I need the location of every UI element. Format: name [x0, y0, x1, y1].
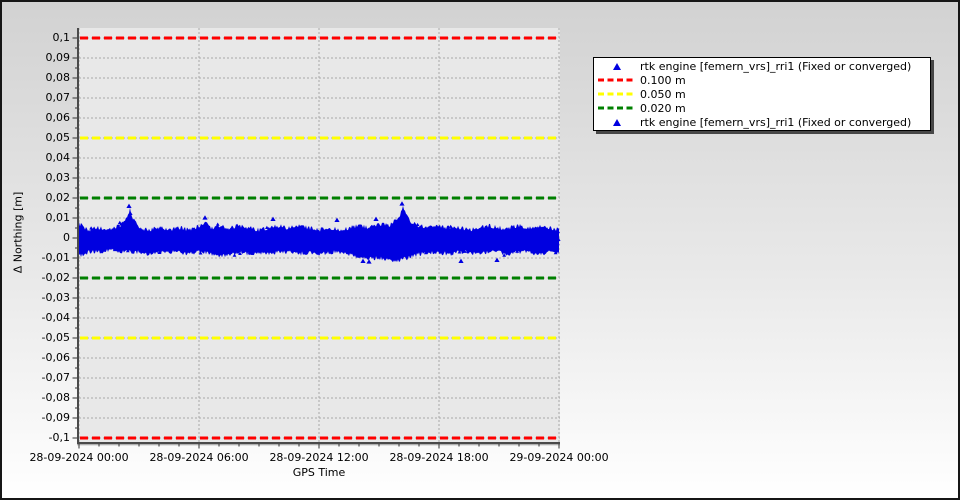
triangle-icon: [613, 118, 621, 126]
y-tick-marks: [72, 37, 77, 439]
legend-entry[interactable]: 0.020 m: [594, 101, 930, 115]
y-tick-label: 0,1: [52, 31, 71, 44]
y-tick-label: -0,1: [48, 431, 70, 444]
triangle-marker-icon: [594, 62, 640, 70]
legend-entry[interactable]: 0.100 m: [594, 73, 930, 87]
y-tick-label: -0,03: [41, 291, 70, 304]
y-tick-label: 0,04: [45, 151, 71, 164]
x-tick-marks: [78, 444, 560, 449]
y-tick-label: 0: [63, 231, 70, 244]
legend: rtk engine [femern_vrs]_rri1 (Fixed or c…: [593, 57, 931, 131]
y-tick-label: -0,01: [41, 251, 70, 264]
triangle-marker-icon: [594, 118, 640, 126]
y-tick-label: 0,03: [45, 171, 71, 184]
y-tick-label: -0,06: [41, 351, 70, 364]
legend-entry-label: 0.050 m: [640, 87, 686, 101]
dash-icon: [598, 92, 636, 96]
y-tick-label: 0,09: [45, 51, 71, 64]
y-tick-label: 0,06: [45, 111, 71, 124]
y-axis-title: Δ Northing [m]: [11, 191, 25, 274]
dash-icon: [598, 78, 636, 82]
y-tick-label: -0,09: [41, 411, 70, 424]
legend-entry-label: 0.100 m: [640, 73, 686, 87]
y-tick-label: -0,08: [41, 391, 70, 404]
y-tick-label: -0,04: [41, 311, 70, 324]
dashed-line-marker-icon: [594, 106, 640, 110]
y-tick-label: 0,07: [45, 91, 71, 104]
x-tick-label: 28-09-2024 18:00: [389, 451, 489, 464]
y-tick-label: -0,05: [41, 331, 70, 344]
y-tick-label: 0,05: [45, 131, 71, 144]
x-tick-label: 28-09-2024 12:00: [269, 451, 369, 464]
y-tick-label: 0,02: [45, 191, 71, 204]
y-tick-label: -0,02: [41, 271, 70, 284]
y-tick-label: 0,01: [45, 211, 71, 224]
legend-entry-label: rtk engine [femern_vrs]_rri1 (Fixed or c…: [640, 59, 912, 73]
dash-icon: [598, 106, 636, 110]
legend-entry[interactable]: rtk engine [femern_vrs]_rri1 (Fixed or c…: [594, 115, 930, 129]
legend-entry[interactable]: rtk engine [femern_vrs]_rri1 (Fixed or c…: [594, 59, 930, 73]
y-tick-label: -0,07: [41, 371, 70, 384]
data-markers: [77, 211, 561, 259]
dashed-line-marker-icon: [594, 78, 640, 82]
legend-entry-label: 0.020 m: [640, 101, 686, 115]
x-tick-label: 28-09-2024 00:00: [29, 451, 129, 464]
triangle-icon: [613, 62, 621, 70]
legend-entry-label: rtk engine [femern_vrs]_rri1 (Fixed or c…: [640, 115, 912, 129]
legend-entry[interactable]: 0.050 m: [594, 87, 930, 101]
x-axis-title: GPS Time: [292, 466, 346, 479]
x-tick-label: 29-09-2024 00:00: [509, 451, 609, 464]
x-tick-label: 28-09-2024 06:00: [149, 451, 249, 464]
dashed-line-marker-icon: [594, 92, 640, 96]
y-tick-label: 0,08: [45, 71, 71, 84]
